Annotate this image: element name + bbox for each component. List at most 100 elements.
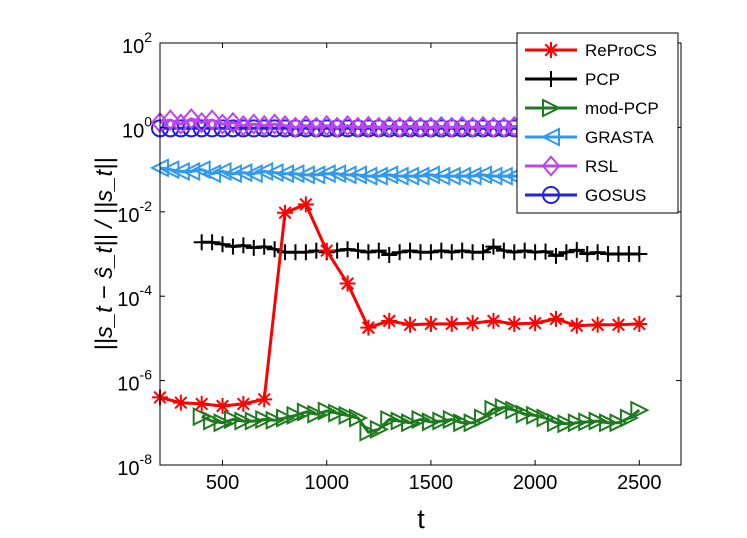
legend-marker [543, 71, 559, 87]
data-point-pcp [454, 242, 471, 259]
data-point-mod-pcp [619, 408, 640, 428]
data-point-grasta [295, 165, 315, 185]
data-point-gosus [244, 119, 263, 138]
legend-label: GRASTA [585, 128, 654, 147]
data-point-mod-pcp [557, 414, 577, 434]
y-tick-base: 10 [117, 374, 139, 396]
legend-item-rsl: RSL [525, 155, 618, 177]
y-tick-label: 102 [122, 29, 152, 58]
data-point-rsl [192, 111, 212, 134]
legend: ReProCS PCP mod-PCP GRASTA RSL GOSUS [516, 32, 679, 214]
data-point-mod-pcp [536, 408, 556, 428]
data-point-grasta [493, 166, 513, 186]
data-point-grasta [306, 165, 326, 185]
data-point-mod-pcp [463, 413, 483, 433]
data-point-rsl [202, 109, 222, 131]
data-point-mod-pcp [348, 408, 369, 428]
x-tick-label: 500 [206, 472, 239, 494]
data-point-pcp [537, 243, 554, 260]
plot-frame [159, 42, 682, 466]
y-tick-exponent: -8 [140, 451, 153, 467]
y-tick-label: 100 [122, 113, 152, 142]
data-point-pcp [443, 244, 460, 261]
y-tick-base: 10 [117, 205, 139, 227]
data-point-pcp [224, 238, 241, 255]
data-point-mod-pcp [401, 413, 421, 433]
data-point-pcp [214, 236, 231, 253]
legend-item-grasta: GRASTA [525, 127, 654, 147]
y-tick-exponent: -2 [140, 198, 153, 214]
data-point-rsl [161, 109, 180, 131]
y-tick-exponent: -4 [140, 282, 153, 298]
data-point-grasta [233, 162, 253, 183]
data-point-gosus [265, 119, 284, 138]
legend-label: GOSUS [585, 186, 646, 205]
data-point-pcp [235, 237, 252, 254]
legend-marker [541, 155, 561, 177]
data-point-grasta [170, 161, 190, 182]
data-point-gosus [171, 119, 190, 138]
data-point-grasta [326, 164, 347, 184]
data-point-reprocs [172, 394, 189, 411]
data-point-pcp [516, 242, 533, 259]
data-point-rsl [327, 116, 347, 139]
legend-marker [542, 98, 562, 118]
data-point-pcp [631, 246, 648, 262]
data-point-mod-pcp [244, 411, 265, 431]
data-point-reprocs [485, 312, 502, 329]
data-point-mod-pcp [484, 399, 504, 419]
data-point-mod-pcp [546, 413, 567, 433]
y-tick-exponent: 2 [144, 29, 152, 45]
data-point-reprocs [527, 315, 544, 332]
data-point-mod-pcp [526, 405, 546, 425]
legend-marker [540, 127, 560, 147]
data-point-pcp [485, 238, 502, 255]
data-point-mod-pcp [276, 408, 296, 428]
data-point-pcp [495, 242, 512, 259]
data-point-grasta [472, 165, 493, 185]
data-point-grasta [389, 166, 409, 186]
data-point-reprocs [381, 312, 398, 329]
data-point-gosus [192, 119, 211, 138]
data-point-reprocs [443, 315, 460, 332]
data-point-pcp [370, 242, 387, 259]
data-point-mod-pcp [494, 397, 515, 418]
data-point-pcp [297, 244, 314, 261]
legend-item-reprocs: ReProCS [525, 41, 657, 60]
data-point-grasta [337, 165, 357, 185]
series-layer [149, 108, 650, 442]
legend-label: ReProCS [585, 41, 657, 60]
data-point-reprocs [402, 316, 419, 333]
data-point-grasta [379, 165, 399, 185]
data-point-mod-pcp [369, 419, 390, 439]
data-point-gosus [223, 119, 242, 138]
data-point-grasta [462, 166, 482, 186]
data-point-grasta [274, 164, 295, 184]
data-point-rsl [234, 114, 253, 137]
series-mod-pcp [192, 397, 650, 442]
data-point-mod-pcp [578, 412, 598, 432]
data-point-reprocs [193, 395, 210, 412]
data-point-pcp [547, 247, 564, 264]
y-tick-base: 10 [122, 120, 144, 142]
data-point-mod-pcp [411, 409, 431, 430]
series-pcp [193, 234, 648, 264]
x-tick-label: 2500 [617, 472, 662, 494]
data-point-mod-pcp [380, 409, 400, 430]
data-point-grasta [483, 166, 503, 186]
data-point-mod-pcp [390, 411, 410, 431]
legend-item-mod-pcp: mod-PCP [525, 98, 659, 118]
data-point-mod-pcp [203, 411, 223, 431]
data-point-reprocs [235, 395, 252, 412]
y-tick-label: 10-6 [117, 367, 152, 396]
data-point-pcp [381, 246, 398, 263]
x-tick-label: 1500 [409, 472, 454, 494]
data-point-grasta [368, 166, 388, 186]
data-point-pcp [422, 244, 439, 261]
data-point-reprocs [568, 317, 585, 334]
data-point-grasta [222, 164, 242, 184]
data-point-pcp [579, 246, 596, 262]
y-tick-exponent: 0 [144, 113, 152, 129]
legend-label: RSL [585, 157, 618, 176]
legend-item-pcp: PCP [525, 70, 620, 89]
